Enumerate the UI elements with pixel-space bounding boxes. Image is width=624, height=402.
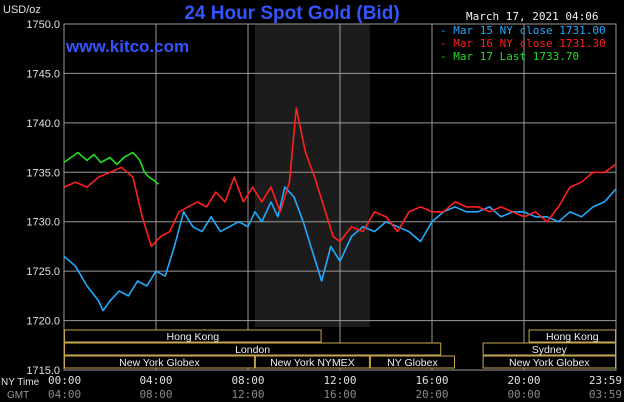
session-label: London — [235, 344, 270, 356]
x-tick-label-gmt: 12:00 — [231, 388, 264, 401]
x-tick-label-gmt: 20:00 — [415, 388, 448, 401]
x-tick-label-ny: 16:00 — [415, 374, 448, 387]
session-label: New York Globex — [119, 357, 200, 369]
series-line-3 — [63, 151, 159, 185]
session-label: New York Globex — [509, 357, 590, 369]
x-tick-label-gmt: 00:00 — [507, 388, 540, 401]
x-tick-label-gmt: 16:00 — [323, 388, 356, 401]
y-tick-label: 1715.0 — [26, 365, 60, 377]
chart-timestamp: March 17, 2021 04:06 — [466, 10, 598, 23]
x-axis-label-ny: NY Time — [1, 377, 40, 388]
x-tick-label-ny: 04:00 — [139, 374, 172, 387]
y-tick-label: 1730.0 — [26, 217, 60, 229]
y-tick-label: 1735.0 — [26, 167, 60, 179]
x-tick-label-ny: 08:00 — [231, 374, 264, 387]
x-tick-label-gmt: 04:00 — [48, 388, 81, 401]
session-box — [369, 355, 455, 369]
session-label: Hong Kong — [546, 331, 599, 343]
session-box — [482, 355, 616, 369]
legend-entry-3: - Mar 17 Last 1733.70 — [440, 50, 579, 63]
legend-entry-2: - Mar 16 NY close 1731.30 — [440, 37, 606, 50]
y-tick-label: 1750.0 — [26, 19, 60, 31]
plot-frame — [63, 23, 617, 371]
session-label: Sydney — [532, 344, 568, 356]
x-tick-label-ny: 12:00 — [323, 374, 356, 387]
x-tick-label-ny: 20:00 — [507, 374, 540, 387]
website-label: www.kitco.com — [65, 37, 189, 56]
session-label: New York NYMEX — [270, 357, 355, 369]
series-line-2 — [63, 107, 617, 248]
x-tick-label-ny: 00:00 — [48, 374, 81, 387]
series-line-1 — [63, 186, 617, 312]
chart-title: 24 Hour Spot Gold (Bid) — [184, 3, 399, 24]
session-label: NY Globex — [387, 357, 438, 369]
y-axis-unit-label: USD/oz — [3, 4, 41, 16]
session-box — [64, 342, 442, 356]
y-tick-label: 1725.0 — [26, 266, 60, 278]
y-tick-label: 1745.0 — [26, 68, 60, 80]
y-tick-label: 1740.0 — [26, 118, 60, 130]
series-layer — [63, 107, 617, 312]
x-tick-label-ny: 23:59 — [589, 374, 622, 387]
x-axis-label-gmt: GMT — [7, 390, 29, 401]
session-label: Hong Kong — [167, 331, 220, 343]
session-box — [64, 355, 255, 369]
y-axis-ticks: 1750.0 1745.0 1740.0 1735.0 1730.0 1725.0 1720… — [26, 19, 60, 377]
legend: - Mar 15 NY close 1731.00- Mar 16 NY clo… — [440, 24, 606, 63]
x-axis-ticks: 00:0004:0004:0008:0008:0012:0012:0016:00… — [48, 374, 622, 401]
session-box — [254, 355, 370, 369]
session-box — [528, 329, 616, 343]
x-tick-label-gmt: 08:00 — [139, 388, 172, 401]
session-box — [64, 329, 322, 343]
x-tick-label-gmt: 03:59 — [589, 388, 622, 401]
y-tick-label: 1720.0 — [26, 316, 60, 328]
legend-entry-1: - Mar 15 NY close 1731.00 — [440, 24, 606, 37]
session-box — [482, 342, 616, 356]
nymex-session-shade — [254, 24, 370, 327]
